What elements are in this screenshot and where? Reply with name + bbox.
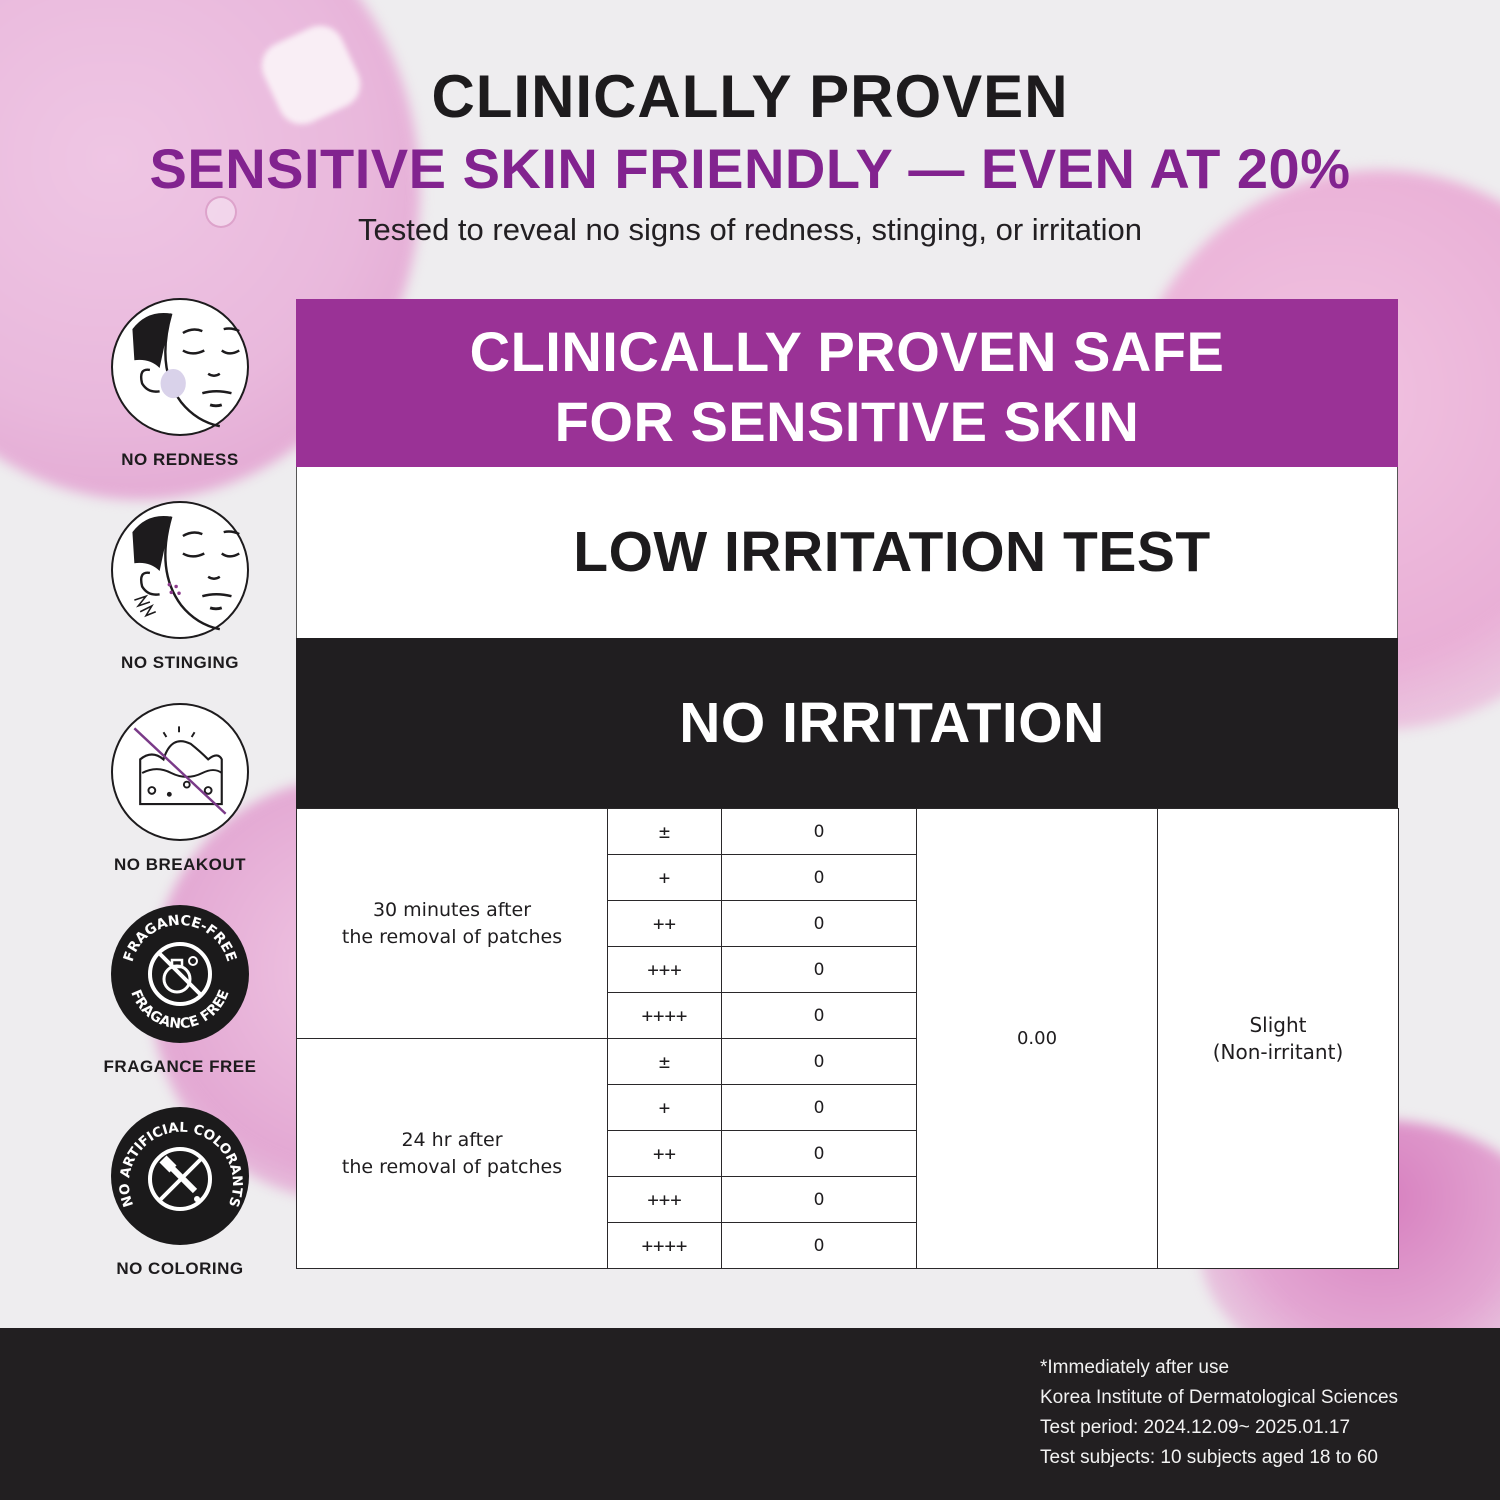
no-colorants-icon: NO ARTIFICIAL COLORANTS <box>111 1107 249 1245</box>
count-cell: 0 <box>721 854 917 901</box>
count-cell: 0 <box>721 992 917 1039</box>
badge-label: NO REDNESS <box>121 450 239 469</box>
grade-cell: + <box>607 854 722 901</box>
svg-text:FRAGANCE FREE: FRAGANCE FREE <box>127 988 232 1033</box>
grade-cell: +++ <box>607 946 722 993</box>
test-name: LOW IRRITATION TEST <box>296 467 1398 638</box>
bubble <box>205 196 237 228</box>
clinical-results-panel: CLINICALLY PROVEN SAFE FOR SENSITIVE SKI… <box>296 299 1399 1269</box>
count-cell: 0 <box>721 1176 917 1223</box>
grade-cell: ± <box>607 1038 722 1085</box>
grade-cell: ± <box>607 808 722 855</box>
count-cell: 0 <box>721 900 917 947</box>
count-cell: 0 <box>721 946 917 993</box>
table-row: ++++ 0 <box>297 1222 1399 1269</box>
count-cell: 0 <box>721 808 917 855</box>
svg-text:NO ARTIFICIAL COLORANTS: NO ARTIFICIAL COLORANTS <box>117 1120 245 1210</box>
table-row: ++ 0 <box>297 1130 1399 1177</box>
banner-line-2: FOR SENSITIVE SKIN <box>554 390 1140 453</box>
badge-label: NO BREAKOUT <box>113 855 247 874</box>
table-row: 30 minutes after the removal of patches … <box>296 808 1399 1269</box>
count-cell: 0 <box>721 1222 917 1269</box>
badge-no-coloring: NO ARTIFICIAL COLORANTS NO COLORING <box>90 1107 270 1279</box>
badge-label: FRAGANCE FREE <box>103 1057 257 1076</box>
period-cell: 30 minutes after the removal of patches <box>296 808 608 1039</box>
grade-cell: ++++ <box>607 1222 722 1269</box>
table-row: + 0 <box>297 1084 1399 1131</box>
count-cell: 0 <box>721 1084 917 1131</box>
result-headline: NO IRRITATION <box>296 638 1398 808</box>
no-breakout-icon <box>111 703 249 841</box>
grade-cell: ++ <box>607 900 722 947</box>
subtitle: Tested to reveal no signs of redness, st… <box>357 212 1143 247</box>
footnote-test-period: Test period: 2024.12.09~ 2025.01.17 <box>1040 1417 1351 1438</box>
footnote-institute: Korea Institute of Dermatological Scienc… <box>1040 1387 1399 1408</box>
grade-cell: + <box>607 1084 722 1131</box>
badge-label: NO COLORING <box>116 1259 244 1278</box>
face-no-redness-icon <box>111 298 249 436</box>
badge-no-breakout: NO BREAKOUT <box>90 703 270 875</box>
footnote-test-subjects: Test subjects: 10 subjects aged 18 to 60 <box>1040 1447 1378 1468</box>
table-row: ++ 0 <box>297 900 1399 947</box>
badge-no-redness: NO REDNESS <box>90 298 270 470</box>
badge-fragrance-free: FRAGANCE-FREE FRAGANCE FREE FRAGANCE FRE… <box>90 905 270 1077</box>
safety-banner: CLINICALLY PROVEN SAFE FOR SENSITIVE SKI… <box>296 299 1398 467</box>
title-line-1: CLINICALLY PROVEN <box>431 63 1069 130</box>
mean-score-cell: 0.00 <box>916 808 1158 1269</box>
face-no-stinging-icon <box>111 501 249 639</box>
fragrance-free-icon: FRAGANCE-FREE FRAGANCE FREE <box>111 905 249 1043</box>
banner-line-1: CLINICALLY PROVEN SAFE <box>469 320 1225 383</box>
footer: *Immediately after use Korea Institute o… <box>0 1328 1500 1500</box>
title-line-2: SENSITIVE SKIN FRIENDLY — EVEN AT 20% <box>149 137 1351 200</box>
result-cell: Slight (Non-irritant) <box>1157 808 1399 1269</box>
footnote-usage: *Immediately after use <box>1040 1357 1230 1378</box>
table-row: + 0 <box>297 854 1399 901</box>
test-footnotes: *Immediately after use Korea Institute o… <box>1040 1353 1398 1473</box>
header: CLINICALLY PROVEN SENSITIVE SKIN FRIENDL… <box>0 62 1500 252</box>
svg-text:FRAGANCE-FREE: FRAGANCE-FREE <box>121 913 239 964</box>
period-cell: 24 hr after the removal of patches <box>296 1038 608 1269</box>
table-row: ++++ 0 <box>297 992 1399 1039</box>
grade-cell: ++++ <box>607 992 722 1039</box>
count-cell: 0 <box>721 1130 917 1177</box>
irritation-results-table: 30 minutes after the removal of patches … <box>296 808 1399 1269</box>
grade-cell: ++ <box>607 1130 722 1177</box>
badge-label: NO STINGING <box>121 653 239 672</box>
badge-no-stinging: NO STINGING <box>90 501 270 673</box>
count-cell: 0 <box>721 1038 917 1085</box>
grade-cell: +++ <box>607 1176 722 1223</box>
table-row: 24 hr after the removal of patches ± 0 <box>296 1038 1399 1269</box>
